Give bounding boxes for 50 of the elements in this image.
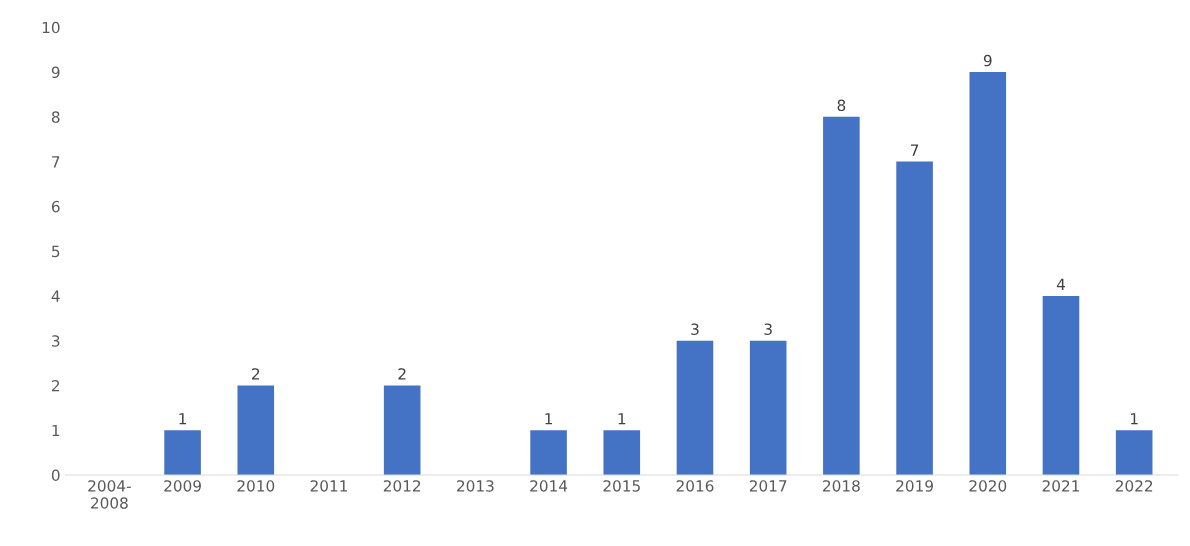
bar xyxy=(823,116,860,476)
bar xyxy=(164,430,201,476)
y-tick-label: 5 xyxy=(52,245,60,258)
y-tick-label: 10 xyxy=(42,21,60,34)
x-tick-label: 2012 xyxy=(383,480,421,492)
x-tick-label: 2016 xyxy=(676,480,714,492)
y-tick-label: 0 xyxy=(51,469,60,482)
data-label: 3 xyxy=(764,323,772,335)
data-label: 1 xyxy=(545,413,553,425)
x-tick-label: 2017 xyxy=(749,480,787,492)
y-tick-label: 6 xyxy=(51,200,60,213)
y-tick-label: 4 xyxy=(51,290,60,302)
bar xyxy=(603,430,641,476)
y-tick-label: 9 xyxy=(51,66,60,79)
y-tick-label: 3 xyxy=(52,335,60,347)
x-tick-label: 2022 xyxy=(1115,480,1153,492)
x-tick-label: 2013 xyxy=(457,480,494,492)
bar xyxy=(383,385,421,476)
y-tick-label: 1 xyxy=(52,424,60,437)
data-label: 7 xyxy=(910,144,919,156)
bar xyxy=(530,430,567,476)
data-label: 9 xyxy=(983,54,992,67)
x-tick-label: 2021 xyxy=(1042,480,1080,492)
y-tick-label: 8 xyxy=(51,111,60,123)
bar xyxy=(1115,430,1153,476)
bar xyxy=(896,161,933,476)
bar xyxy=(1042,295,1080,476)
bar xyxy=(749,340,787,476)
data-label: 1 xyxy=(1131,413,1138,425)
bar xyxy=(237,385,275,476)
y-tick-label: 7 xyxy=(52,156,60,168)
x-tick-label: 2020 xyxy=(969,480,1007,492)
x-tick-label: 2010 xyxy=(237,480,275,492)
x-tick-label: 2011 xyxy=(310,480,347,492)
data-label: 4 xyxy=(1056,278,1065,290)
data-label: 3 xyxy=(691,323,699,335)
x-tick-label: 2019 xyxy=(896,480,933,492)
bar xyxy=(969,72,1007,476)
data-label: 1 xyxy=(618,413,626,425)
x-tick-label: 2014 xyxy=(530,480,568,492)
data-label: 8 xyxy=(837,99,846,112)
x-tick-label: 2004- 2008 xyxy=(88,480,131,509)
bar xyxy=(676,340,714,476)
x-tick-label: 2009 xyxy=(164,480,201,492)
data-label: 1 xyxy=(179,413,187,425)
data-label: 2 xyxy=(398,368,406,380)
x-tick-label: 2018 xyxy=(823,480,860,492)
x-tick-label: 2015 xyxy=(603,480,640,492)
data-label: 2 xyxy=(252,368,260,380)
y-tick-label: 2 xyxy=(51,379,60,392)
